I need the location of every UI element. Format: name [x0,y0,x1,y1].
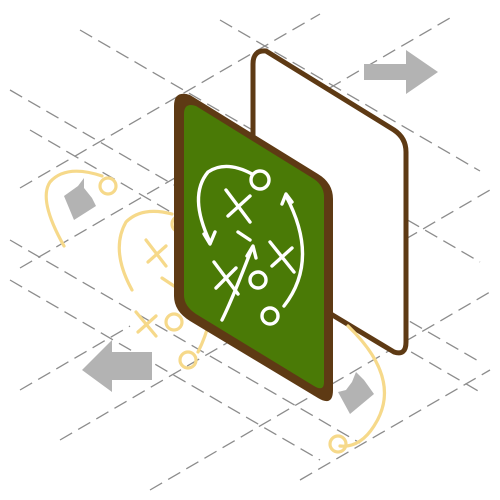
direction-arrow [82,340,152,392]
direction-arrow [64,178,96,220]
ghost-o-marker [100,178,116,194]
ghost-dash [162,278,174,286]
ghost-o-marker [330,436,346,452]
ghost-o-marker [166,314,182,330]
direction-arrow [364,50,438,94]
direction-arrow [338,372,374,414]
